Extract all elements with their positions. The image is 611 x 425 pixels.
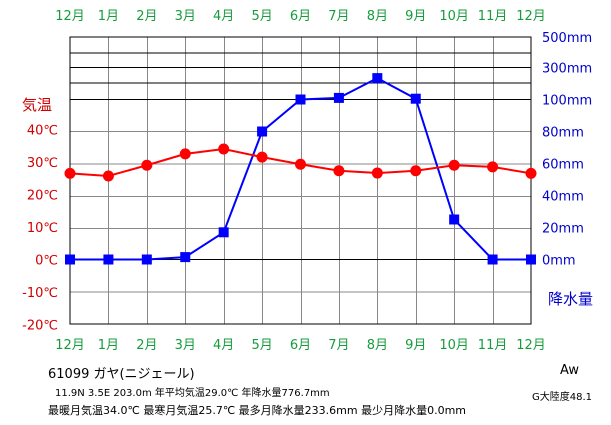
precipitation-series — [65, 73, 536, 265]
temperature-point — [102, 170, 114, 182]
temperature-point — [371, 167, 383, 179]
precipitation-tick-label: 100mm — [542, 94, 592, 109]
precipitation-point — [141, 254, 152, 265]
temperature-tick-label: 40℃ — [27, 124, 58, 139]
month-labels-bottom: 12月 1月 2月 3月 4月 5月 6月 7月 8月 9月 10月 11月 12月 — [55, 338, 546, 353]
precipitation-point — [295, 94, 306, 105]
temperature-tick-label: 10℃ — [27, 221, 58, 236]
month-label-top: 4月 — [213, 9, 234, 24]
month-label-bottom: 11月 — [478, 338, 508, 353]
temperature-tick-label: 0℃ — [35, 254, 58, 269]
precipitation-point — [103, 254, 114, 265]
month-label-top: 12月 — [55, 9, 85, 24]
precipitation-axis-title: 降水量 — [548, 290, 593, 308]
temperature-point — [179, 148, 191, 160]
temperature-point — [448, 159, 460, 171]
precipitation-point — [487, 254, 498, 265]
temperature-point — [218, 143, 230, 155]
month-labels-top: 12月 1月 2月 3月 4月 5月 6月 7月 8月 9月 10月 11月 12月 — [55, 9, 546, 24]
month-label-bottom: 7月 — [328, 338, 349, 353]
month-label-bottom: 8月 — [367, 338, 388, 353]
station-name: 61099 ガヤ(ニジェール) — [48, 367, 195, 382]
grid-lines — [70, 37, 531, 324]
temperature-point — [525, 167, 537, 179]
precipitation-point — [257, 126, 268, 137]
temperature-point — [64, 167, 76, 179]
precipitation-point — [372, 73, 383, 84]
month-label-bottom: 5月 — [251, 338, 272, 353]
month-label-top: 6月 — [290, 9, 311, 24]
climate-classification: Aw — [560, 363, 579, 378]
temperature-point — [333, 165, 345, 177]
station-summary: 11.9N 3.5E 203.0m 年平均気温29.0℃ 年降水量776.7mm — [55, 388, 330, 399]
month-label-top: 1月 — [98, 9, 119, 24]
month-label-bottom: 4月 — [213, 338, 234, 353]
temperature-axis-ticks: 40℃ 30℃ 20℃ 10℃ 0℃ -10℃ -20℃ — [22, 124, 58, 334]
precipitation-point — [410, 93, 421, 104]
temperature-axis-title: 気温 — [22, 96, 52, 114]
precipitation-tick-label: 500mm — [542, 31, 592, 46]
temperature-tick-label: -10℃ — [22, 286, 58, 301]
temperature-tick-label: 20℃ — [27, 189, 58, 204]
precipitation-tick-label: 40mm — [542, 190, 584, 205]
month-label-top: 2月 — [136, 9, 157, 24]
month-label-top: 9月 — [405, 9, 426, 24]
precipitation-tick-label: 20mm — [542, 222, 584, 237]
temperature-series — [64, 143, 537, 182]
temperature-tick-label: 30℃ — [27, 156, 58, 171]
month-label-top: 8月 — [367, 9, 388, 24]
precipitation-tick-label: 60mm — [542, 158, 584, 173]
station-extremes: 最暖月気温34.0℃ 最寒月気温25.7℃ 最多月降水量233.6mm 最少月降… — [48, 404, 467, 417]
month-label-top: 12月 — [516, 9, 546, 24]
precipitation-point — [449, 214, 460, 225]
precipitation-point — [180, 252, 191, 263]
month-label-top: 10月 — [439, 9, 469, 24]
month-label-top: 7月 — [328, 9, 349, 24]
temperature-tick-label: -20℃ — [22, 319, 58, 334]
month-label-top: 3月 — [175, 9, 196, 24]
temperature-point — [256, 151, 268, 163]
month-label-top: 5月 — [251, 9, 272, 24]
month-label-bottom: 6月 — [290, 338, 311, 353]
precipitation-point — [333, 92, 344, 103]
month-label-bottom: 12月 — [516, 338, 546, 353]
precipitation-tick-label: 300mm — [542, 62, 592, 77]
month-label-bottom: 10月 — [439, 338, 469, 353]
month-label-top: 11月 — [478, 9, 508, 24]
month-label-bottom: 1月 — [98, 338, 119, 353]
plot-frame — [69, 36, 532, 325]
precipitation-tick-label: 0mm — [542, 254, 576, 269]
precipitation-point — [526, 254, 536, 265]
precipitation-point — [65, 254, 75, 265]
continentality-index: G大陸度48.1 — [532, 392, 593, 403]
month-label-bottom: 2月 — [136, 338, 157, 353]
temperature-point — [141, 159, 153, 171]
temperature-point — [410, 165, 422, 177]
temperature-point — [295, 158, 306, 170]
month-label-bottom: 3月 — [175, 338, 196, 353]
precipitation-axis-ticks: 500mm 300mm 100mm 80mm 60mm 40mm 20mm 0mm — [542, 31, 592, 269]
month-label-bottom: 9月 — [405, 338, 426, 353]
precipitation-tick-label: 80mm — [542, 126, 584, 141]
month-label-bottom: 12月 — [55, 338, 85, 353]
precipitation-point — [218, 227, 229, 238]
temperature-point — [487, 161, 499, 173]
